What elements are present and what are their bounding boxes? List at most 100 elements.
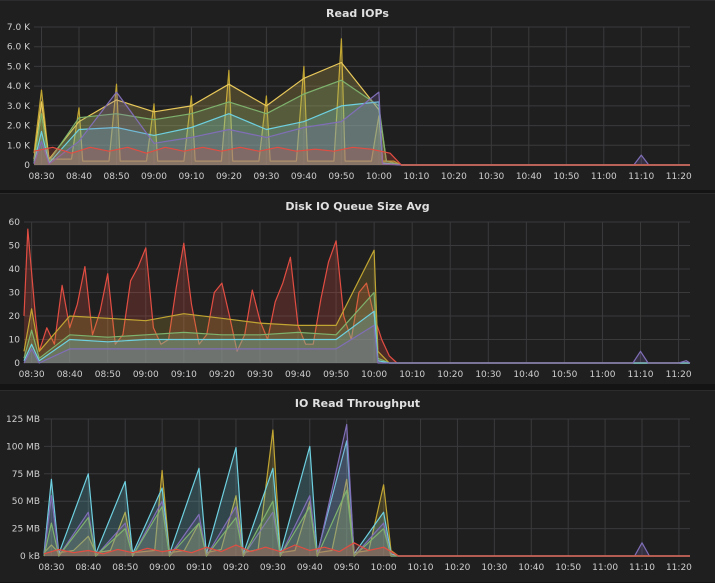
disk-io-queue-x-tick: 10:30 <box>475 370 501 380</box>
io-read-throughput-x-tick: 10:20 <box>444 563 470 573</box>
io-read-throughput-x-tick: 09:50 <box>334 563 360 573</box>
read-iops-y-tick: 6.0 K <box>7 43 31 53</box>
disk-io-queue-y-tick: 50 <box>9 242 21 252</box>
read-iops-x-tick: 09:50 <box>328 172 354 182</box>
io-read-throughput-chart: 0 kB 25 MB 50 MB 75 MB 100 MB 125 MB 08:30 08:4… <box>6 415 692 573</box>
disk-io-queue-series-4-area <box>24 325 690 363</box>
read-iops-y-tick: 5.0 K <box>7 62 31 72</box>
io-read-throughput-x-tick: 10:40 <box>518 563 544 573</box>
io-read-throughput-series-4-area <box>44 542 690 556</box>
io-read-throughput-y-tick: 25 MB <box>12 525 40 535</box>
disk-io-queue-x-tick: 10:10 <box>399 370 425 380</box>
disk-io-queue-x-tick: 10:20 <box>437 370 463 380</box>
read-iops-x-tick: 11:00 <box>591 172 617 182</box>
disk-io-queue-series-3-line <box>23 310 690 364</box>
io-read-throughput-x-tick: 10:30 <box>481 563 507 573</box>
read-iops-series-2-line <box>33 79 690 166</box>
io-read-throughput-x-tick: 10:00 <box>371 563 397 573</box>
disk-io-queue-x-tick: 11:10 <box>628 370 654 380</box>
io-read-throughput-y-tick: 0 kB <box>20 552 40 562</box>
disk-io-queue-y-tick: 20 <box>9 312 21 322</box>
io-read-throughput-series-1-area <box>44 440 690 556</box>
read-iops-series-0-line <box>33 38 690 166</box>
io-read-throughput-x-tick: 09:20 <box>223 563 249 573</box>
read-iops-series-3-area <box>34 101 690 165</box>
read-iops-panel: Read IOPs 0 1.0 K 2.0 K 3.0 K 4.0 K 5.0 K 6.0 … <box>0 0 715 190</box>
read-iops-y-tick: 0 <box>24 161 30 171</box>
read-iops-y-tick: 7.0 K <box>7 23 31 33</box>
read-iops-x-tick: 09:10 <box>178 172 204 182</box>
io-read-throughput-y-tick: 50 MB <box>12 497 40 507</box>
disk-io-queue-series-2-area <box>24 292 690 363</box>
disk-io-queue-y-tick: 60 <box>9 218 21 228</box>
disk-io-queue-title[interactable]: Disk IO Queue Size Avg <box>285 200 430 213</box>
io-read-throughput-panel: IO Read Throughput 0 kB 25 MB 50 MB 75 MB 10… <box>0 390 715 582</box>
disk-io-queue-x-tick: 11:20 <box>666 370 692 380</box>
read-iops-series-4-area <box>34 92 690 165</box>
read-iops-series-2-area <box>34 80 690 165</box>
read-iops-series-5-line <box>33 146 690 166</box>
disk-io-queue-y-tick: 10 <box>9 336 21 346</box>
read-iops-y-tick: 4.0 K <box>7 82 31 92</box>
disk-io-queue-x-tick: 09:30 <box>247 370 273 380</box>
read-iops-x-tick: 08:40 <box>66 172 92 182</box>
read-iops-x-tick: 11:10 <box>628 172 654 182</box>
read-iops-x-tick: 10:20 <box>441 172 467 182</box>
disk-io-queue-x-tick: 11:00 <box>589 370 615 380</box>
disk-io-queue-series-0-line <box>23 228 690 364</box>
read-iops-series-4-line <box>33 91 690 166</box>
disk-io-queue-x-tick: 09:50 <box>323 370 349 380</box>
io-read-throughput-y-tick: 125 MB <box>6 415 40 425</box>
read-iops-series-1-area <box>34 62 690 165</box>
io-read-throughput-x-tick: 09:00 <box>149 563 175 573</box>
io-read-throughput-x-tick: 08:30 <box>38 563 64 573</box>
read-iops-x-tick: 10:30 <box>478 172 504 182</box>
read-iops-x-tick: 10:00 <box>366 172 392 182</box>
io-read-throughput-x-tick: 08:40 <box>75 563 101 573</box>
io-read-throughput-series-3-line <box>43 489 690 557</box>
disk-io-queue-x-tick: 09:20 <box>209 370 235 380</box>
io-read-throughput-x-tick: 09:40 <box>297 563 323 573</box>
read-iops-x-tick: 08:30 <box>29 172 55 182</box>
disk-io-queue-series-1-area <box>24 250 690 363</box>
io-read-throughput-series-2-area <box>44 424 690 556</box>
io-read-throughput-series-4-line <box>43 542 690 557</box>
io-read-throughput-series-3-area <box>44 490 690 556</box>
io-read-throughput-x-tick: 11:20 <box>666 563 692 573</box>
io-read-throughput-x-tick: 10:10 <box>408 563 434 573</box>
disk-io-queue-series-1-line <box>23 249 690 364</box>
read-iops-x-tick: 10:50 <box>553 172 579 182</box>
io-read-throughput-x-tick: 08:50 <box>112 563 138 573</box>
disk-io-queue-series-2-line <box>23 291 690 364</box>
read-iops-x-tick: 11:20 <box>666 172 692 182</box>
io-read-throughput-title[interactable]: IO Read Throughput <box>294 397 421 410</box>
disk-io-queue-x-tick: 09:00 <box>133 370 159 380</box>
disk-io-queue-x-tick: 08:30 <box>19 370 45 380</box>
disk-io-queue-x-tick: 10:50 <box>551 370 577 380</box>
read-iops-y-tick: 2.0 K <box>7 122 31 132</box>
read-iops-x-tick: 10:40 <box>516 172 542 182</box>
read-iops-title[interactable]: Read IOPs <box>326 7 389 20</box>
read-iops-x-tick: 10:10 <box>403 172 429 182</box>
disk-io-queue-x-tick: 08:50 <box>95 370 121 380</box>
io-read-throughput-y-tick: 100 MB <box>6 442 40 452</box>
io-read-throughput-y-tick: 75 MB <box>12 470 40 480</box>
disk-io-queue-x-tick: 10:40 <box>513 370 539 380</box>
read-iops-x-tick: 08:50 <box>103 172 129 182</box>
disk-io-queue-x-tick: 09:10 <box>171 370 197 380</box>
io-read-throughput-x-tick: 10:50 <box>555 563 581 573</box>
read-iops-x-tick: 09:20 <box>216 172 242 182</box>
disk-io-queue-x-tick: 08:40 <box>57 370 83 380</box>
io-read-throughput-x-tick: 09:10 <box>186 563 212 573</box>
io-read-throughput-series-1-line <box>43 440 690 557</box>
io-read-throughput-x-tick: 11:10 <box>629 563 655 573</box>
disk-io-queue-x-tick: 09:40 <box>285 370 311 380</box>
read-iops-x-tick: 09:00 <box>141 172 167 182</box>
read-iops-y-tick: 1.0 K <box>7 141 31 151</box>
read-iops-chart: 0 1.0 K 2.0 K 3.0 K 4.0 K 5.0 K 6.0 K 7.0 K 08:3… <box>7 23 692 182</box>
disk-io-queue-series-4-line <box>23 324 691 364</box>
read-iops-series-5-area <box>34 147 690 165</box>
io-read-throughput-x-tick: 11:00 <box>592 563 618 573</box>
read-iops-x-tick: 09:30 <box>253 172 279 182</box>
